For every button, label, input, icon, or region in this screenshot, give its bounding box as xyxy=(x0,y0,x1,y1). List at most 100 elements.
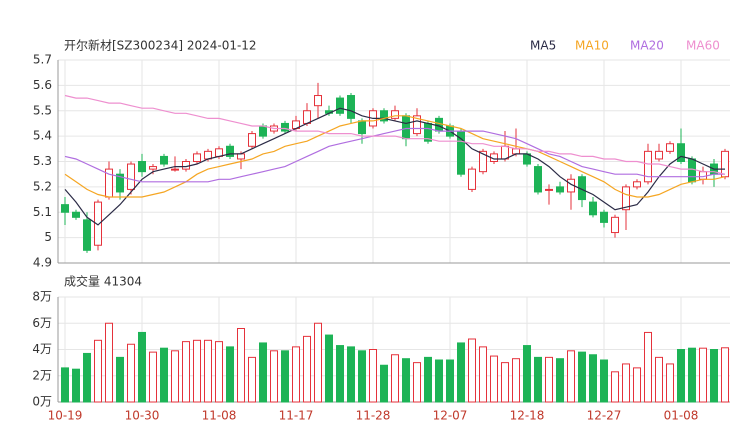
candle-body xyxy=(380,110,388,122)
volume-bar xyxy=(149,351,157,403)
x-tick-label: 01-08 xyxy=(664,409,699,423)
volume-bar xyxy=(589,354,597,403)
candle-body xyxy=(655,150,663,160)
x-tick-label: 12-18 xyxy=(510,409,545,423)
volume-bar xyxy=(347,346,355,403)
candle-body xyxy=(94,201,102,246)
candle-body xyxy=(512,148,520,155)
candle-body xyxy=(479,150,487,173)
volume-bar xyxy=(490,355,498,403)
volume-bar xyxy=(281,350,289,403)
y-tick-label: 5 xyxy=(44,230,52,244)
x-tick-label: 12-27 xyxy=(587,409,622,423)
candle-body xyxy=(633,181,641,188)
volume-bar xyxy=(677,349,685,403)
candle-body xyxy=(314,95,322,107)
volume-bar xyxy=(61,367,69,403)
x-tick-label: 10-30 xyxy=(125,409,160,423)
volume-bar xyxy=(545,356,553,403)
candle-body xyxy=(237,153,245,160)
volume-bar xyxy=(116,356,124,403)
y-tick-label: 5.5 xyxy=(33,103,52,117)
volume-bar xyxy=(259,342,267,403)
chart-title: 开尔新材[SZ300234] 2024-01-12 xyxy=(64,38,257,53)
volume-bar xyxy=(600,359,608,403)
ma-line xyxy=(64,94,726,175)
candle-body xyxy=(193,153,201,162)
volume-bar xyxy=(457,342,465,403)
candle-body xyxy=(589,201,597,216)
candle-body xyxy=(413,115,421,135)
volume-bar xyxy=(633,367,641,403)
volume-bar xyxy=(160,347,168,403)
ma-line xyxy=(64,107,725,226)
y-tick-label: 4万 xyxy=(32,342,52,356)
candle-body xyxy=(281,122,289,132)
candle-body xyxy=(358,120,366,135)
volume-bar xyxy=(424,356,432,403)
y-tick-label: 6万 xyxy=(32,316,52,330)
volume-bar xyxy=(358,350,366,403)
volume-bar xyxy=(72,368,80,403)
volume-bar xyxy=(138,331,146,403)
candle-body xyxy=(61,204,69,213)
candle-body xyxy=(545,188,553,191)
y-tick-label: 5.3 xyxy=(33,154,52,168)
volume-bar xyxy=(721,347,729,403)
volume-bar xyxy=(710,349,718,403)
candle-body xyxy=(468,168,476,190)
candle-body xyxy=(259,125,267,137)
volume-bar xyxy=(567,350,575,403)
volume-bar xyxy=(83,352,91,403)
volume-bar xyxy=(402,358,410,403)
ma-line xyxy=(64,115,726,198)
volume-bar xyxy=(94,339,102,403)
volume-bar xyxy=(336,345,344,403)
candle-body xyxy=(182,161,190,170)
legend-label: MA20 xyxy=(630,39,664,53)
volume-bar xyxy=(479,346,487,403)
volume-bar xyxy=(699,347,707,403)
candle-body xyxy=(138,161,146,173)
volume-bar xyxy=(435,359,443,403)
y-tick-label: 2万 xyxy=(32,368,52,382)
candle-body xyxy=(116,173,124,193)
legend-label: MA60 xyxy=(686,39,720,53)
candle-body xyxy=(666,143,674,152)
volume-bar xyxy=(325,334,333,403)
candle-body xyxy=(556,186,564,193)
candle-body xyxy=(347,95,355,119)
volume-bar xyxy=(270,350,278,403)
volume-bar xyxy=(204,339,212,403)
x-tick-label: 10-19 xyxy=(48,409,83,423)
candle-body xyxy=(83,219,91,251)
volume-bar xyxy=(501,362,509,403)
volume-bar xyxy=(314,322,322,403)
candle-body xyxy=(534,166,542,193)
candle-body xyxy=(336,97,344,114)
legend-label: MA5 xyxy=(530,39,556,53)
candle-body xyxy=(622,186,630,211)
volume-bar xyxy=(556,358,564,403)
candle-body xyxy=(226,145,234,157)
y-tick-label: 4.9 xyxy=(33,256,52,270)
candle-body xyxy=(677,143,685,163)
y-tick-label: 0万 xyxy=(32,395,52,409)
volume-bar xyxy=(644,331,652,403)
candle-body xyxy=(688,158,696,183)
y-tick-label: 5.6 xyxy=(33,78,52,92)
candle-body xyxy=(699,171,707,180)
volume-title: 成交量 41304 xyxy=(64,274,142,289)
volume-bar xyxy=(523,345,531,403)
candle-body xyxy=(171,168,179,171)
volume-bar xyxy=(446,359,454,403)
candle-body xyxy=(127,163,135,190)
volume-bar xyxy=(688,347,696,403)
candle-body xyxy=(600,211,608,223)
volume-bar xyxy=(292,346,300,403)
x-tick-label: 11-17 xyxy=(279,409,314,423)
y-tick-label: 5.7 xyxy=(33,53,52,67)
candle-body xyxy=(248,133,256,147)
candle-body xyxy=(72,211,80,218)
x-tick-label: 12-07 xyxy=(433,409,468,423)
